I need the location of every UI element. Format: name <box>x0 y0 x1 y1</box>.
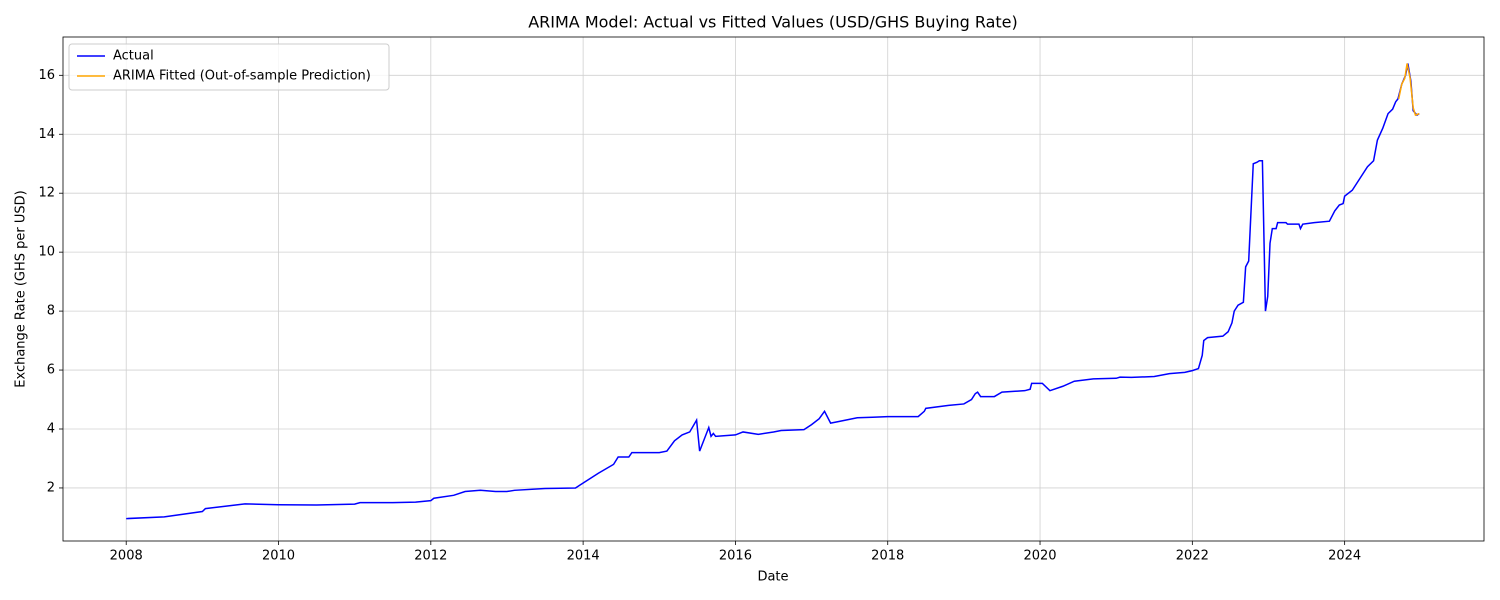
legend-label: Actual <box>113 49 154 64</box>
x-tick-label: 2020 <box>1023 549 1056 564</box>
y-tick-label: 4 <box>47 422 55 437</box>
chart-title: ARIMA Model: Actual vs Fitted Values (US… <box>528 13 1018 32</box>
x-tick-label: 2016 <box>719 549 752 564</box>
y-tick-label: 6 <box>47 363 55 378</box>
plot-frame <box>62 36 1485 542</box>
y-tick-label: 8 <box>47 304 55 319</box>
x-axis-label: Date <box>757 570 788 585</box>
legend: Actual ARIMA Fitted (Out-of-sample Predic… <box>68 43 390 91</box>
x-tick-label: 2008 <box>110 549 143 564</box>
x-tick-label: 2022 <box>1176 549 1209 564</box>
y-tick-label: 12 <box>38 186 55 201</box>
data-line <box>126 63 1420 520</box>
y-tick-label: 2 <box>47 480 55 495</box>
data-line <box>1397 63 1420 117</box>
y-tick-label: 14 <box>38 127 55 142</box>
x-tick-label: 2024 <box>1328 549 1361 564</box>
y-tick-label: 10 <box>38 245 55 260</box>
x-tick-label: 2018 <box>871 549 904 564</box>
y-tick-label: 16 <box>38 68 55 83</box>
legend-box <box>68 43 390 91</box>
x-tick-label: 2014 <box>567 549 600 564</box>
y-axis-label: Exchange Rate (GHS per USD) <box>14 190 29 387</box>
legend-label: ARIMA Fitted (Out-of-sample Prediction) <box>113 69 371 84</box>
x-tick-label: 2012 <box>414 549 447 564</box>
x-tick-label: 2010 <box>262 549 295 564</box>
